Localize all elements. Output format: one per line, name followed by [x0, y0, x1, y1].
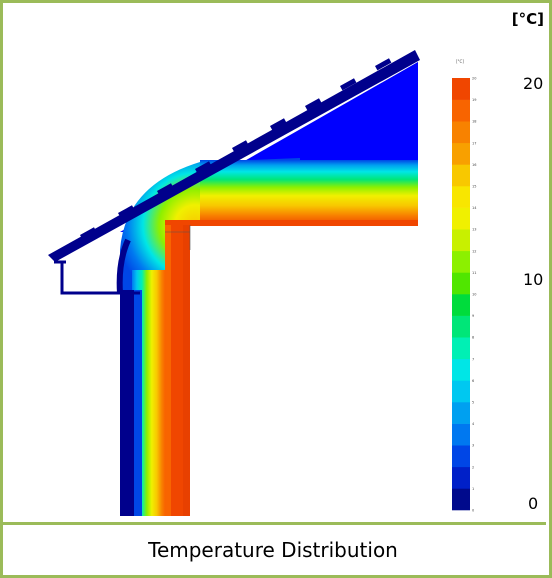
colorbar-tick-0: 0 [528, 494, 539, 513]
colorbar-segment [452, 164, 470, 187]
colorbar-segment [452, 229, 470, 252]
colorbar-small-tick: 5 [472, 401, 474, 405]
colorbar-small-tick: 15 [472, 185, 476, 189]
colorbar-small-tick: 18 [472, 120, 476, 124]
colorbar-segment [452, 294, 470, 316]
colorbar-small-tick: 2 [472, 465, 474, 469]
colorbar-segment [452, 466, 470, 489]
colorbar-segment [452, 488, 470, 511]
colorbar-small-tick: 19 [472, 98, 476, 102]
wall-inner-highlight [183, 225, 190, 516]
unit-label: [°C] [511, 10, 544, 28]
colorbar-segment [452, 121, 470, 144]
colorbar-segment [452, 337, 470, 360]
colorbar-small-tick: 9 [472, 314, 474, 318]
wall-outer-cladding [120, 290, 134, 516]
colorbar-segment [452, 315, 470, 338]
figure-caption: Temperature Distribution [148, 538, 398, 562]
colorbar-segment [452, 380, 470, 403]
caption-divider [0, 522, 546, 525]
colorbar-segment [452, 250, 470, 273]
colorbar-small-tick: 17 [472, 141, 476, 145]
colorbar-segment [452, 445, 470, 468]
colorbar-small-tick: 0 [472, 509, 474, 513]
colorbar-small-tick: 12 [472, 249, 476, 253]
colorbar-small-tick: 7 [472, 357, 474, 361]
wall-outer-cold [134, 290, 142, 516]
colorbar-segment [452, 272, 470, 295]
colorbar-segment [452, 358, 470, 381]
colorbar-segment [452, 402, 470, 424]
colorbar-segment [452, 99, 470, 122]
colorbar-small-tick: 4 [472, 422, 475, 426]
colorbar-small-tick: 16 [472, 163, 476, 167]
colorbar-segment [452, 78, 470, 100]
colorbar-small-tick: 14 [472, 206, 477, 210]
colorbar-small-tick: 11 [472, 271, 476, 275]
colorbar-segment [452, 142, 470, 165]
ceiling-insulation [200, 160, 418, 225]
colorbar-small-unit: [°C] [456, 59, 464, 64]
colorbar-small-tick: 6 [472, 379, 474, 383]
eave-soffit [54, 238, 140, 295]
colorbar-segment [452, 207, 470, 230]
wall-inner-edge [165, 225, 171, 516]
roof-cladding [48, 50, 420, 262]
colorbar-segment [452, 186, 470, 208]
colorbar-small-tick: 10 [472, 293, 476, 297]
colorbar-segment [452, 423, 470, 446]
colorbar-small-tick: 3 [472, 444, 474, 448]
colorbar-tick-10: 10 [523, 270, 544, 289]
colorbar-tick-20: 20 [523, 74, 544, 93]
colorbar-small-tick: 20 [472, 77, 476, 81]
colorbar-small-tick: 13 [472, 228, 476, 232]
colorbar-small-tick: 1 [472, 487, 474, 491]
roof-tiles [79, 58, 392, 240]
ceiling-inner-warm [165, 220, 418, 226]
colorbar-small-tick: 8 [472, 336, 474, 340]
